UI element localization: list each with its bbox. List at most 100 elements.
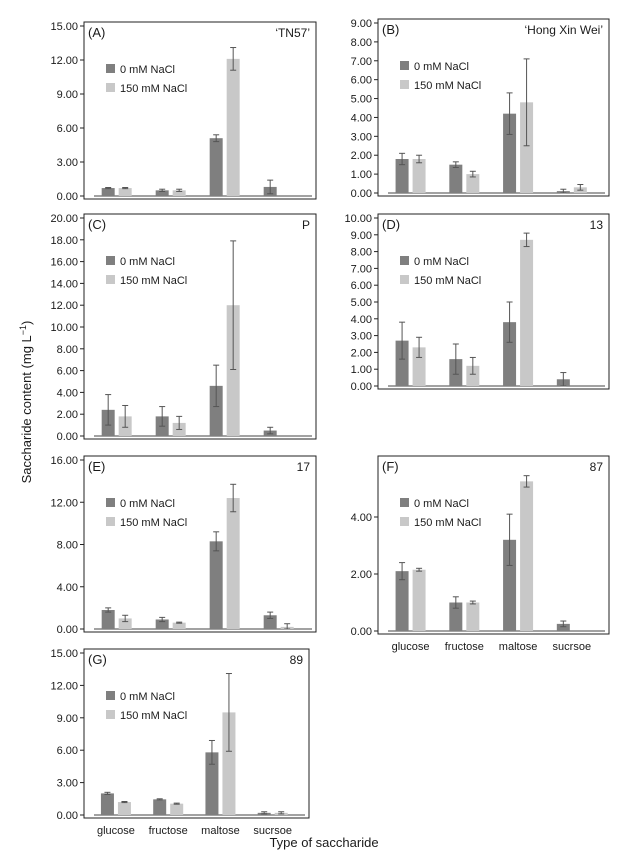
panels: 0.00 3.00 6.00 9.00 12.00 15.00 (A) ‘TN57’ 0 mM … [50,18,610,837]
x-tick-label: fructose [445,641,484,653]
y-tick-label: 8.00 [57,540,78,552]
cultivar-label: 87 [590,460,604,474]
bar [556,623,570,631]
bar [155,190,169,196]
x-axis-title: Type of saccharide [269,835,378,850]
panel-frame [83,455,317,633]
legend-label: 150 mM NaCl [120,83,187,95]
panel-frame [83,213,317,440]
x-tick-label: maltose [201,825,240,837]
y-tick-label: 3.00 [57,778,78,790]
bar [466,174,480,193]
legend-swatch [400,517,409,526]
y-tick-label: 3.00 [351,331,372,343]
bar [100,793,114,815]
y-tick-label: 2.00 [57,409,78,421]
y-tick-label: 9.00 [351,230,372,242]
y-tick-label: 2.00 [351,569,372,581]
y-tick-label: 10.00 [50,322,78,334]
legend-label: 0 mM NaCl [120,498,175,510]
y-tick-label: 0.00 [57,431,78,443]
y-tick-label: 0.00 [57,624,78,636]
y-tick-label: 3.00 [351,131,372,143]
y-tick-label: 16.00 [50,455,78,467]
panel-frame [83,648,310,819]
panel-letter: (G) [88,652,107,667]
legend-swatch [106,64,115,73]
y-tick-label: 8.00 [57,344,78,356]
legend-swatch [106,498,115,507]
bar [449,602,463,631]
bar [101,609,115,629]
bar [117,802,131,815]
bar [520,239,534,386]
bar [222,712,236,815]
y-tick-label: 9.00 [57,713,78,725]
y-tick-label: 15.00 [50,648,78,660]
legend-label: 0 mM NaCl [120,256,175,268]
y-tick-label: 1.00 [351,364,372,376]
cultivar-label: 13 [590,218,604,232]
bar [209,138,223,196]
bar [153,799,167,815]
bar [101,188,115,196]
y-tick-label: 0.00 [351,188,372,200]
y-tick-label: 16.00 [50,257,78,269]
panel-letter: (E) [88,459,105,474]
bar [263,615,277,629]
y-tick-label: 0.00 [57,810,78,822]
bar [172,190,186,196]
panel-letter: (C) [88,217,106,232]
bar [520,481,534,631]
legend-swatch [106,256,115,265]
y-tick-label: 14.00 [50,278,78,290]
legend-swatch [106,83,115,92]
legend-label: 150 mM NaCl [414,275,481,287]
panel-letter: (B) [382,22,399,37]
legend-swatch [400,80,409,89]
legend-swatch [106,275,115,284]
y-tick-label: 12.00 [50,300,78,312]
chart-panel-5: 0.00 4.00 8.00 12.00 16.00 (E) 17 0 mM NaCl 150 … [50,455,317,636]
y-tick-label: 15.00 [50,21,78,33]
y-tick-label: 6.00 [57,366,78,378]
y-tick-label: 12.00 [50,680,78,692]
y-tick-label: 1.00 [351,169,372,181]
legend-swatch [400,256,409,265]
legend-label: 150 mM NaCl [414,517,481,529]
bar [412,347,426,386]
y-tick-label: 9.00 [57,89,78,101]
bar [503,113,517,193]
chart-panel-1: 0.00 3.00 6.00 9.00 12.00 15.00 (A) ‘TN57’ 0 mM … [50,21,317,203]
y-tick-label: 6.00 [57,123,78,135]
bar [226,305,240,436]
bar [412,569,426,631]
cultivar-label: 17 [297,460,311,474]
legend-label: 0 mM NaCl [120,64,175,76]
bar [155,619,169,629]
chart-panel-4: 0.00 1.00 2.00 3.00 4.00 5.00 6.00 7.00 8.00 9.00… [344,213,610,393]
bar [118,618,132,629]
chart-panel-7: 0.00 3.00 6.00 9.00 12.00 15.00 glucose fructos… [50,648,310,837]
bar [226,58,240,196]
bar [449,164,463,193]
bar [205,752,219,815]
bar [209,385,223,436]
y-tick-label: 4.00 [351,112,372,124]
bar [172,622,186,629]
y-tick-label: 18.00 [50,235,78,247]
bar [466,365,480,386]
panel-frame [377,455,610,635]
y-tick-label: 5.00 [351,297,372,309]
panel-letter: (D) [382,217,400,232]
y-tick-label: 2.00 [351,150,372,162]
panel-letter: (F) [382,459,399,474]
legend-label: 150 mM NaCl [120,710,187,722]
legend-label: 0 mM NaCl [414,498,469,510]
y-tick-label: 4.00 [351,512,372,524]
bar [412,159,426,193]
bar [395,340,409,386]
cultivar-label: ‘Hong Xin Wei’ [525,23,603,37]
x-tick-label: sucrsoe [253,825,292,837]
